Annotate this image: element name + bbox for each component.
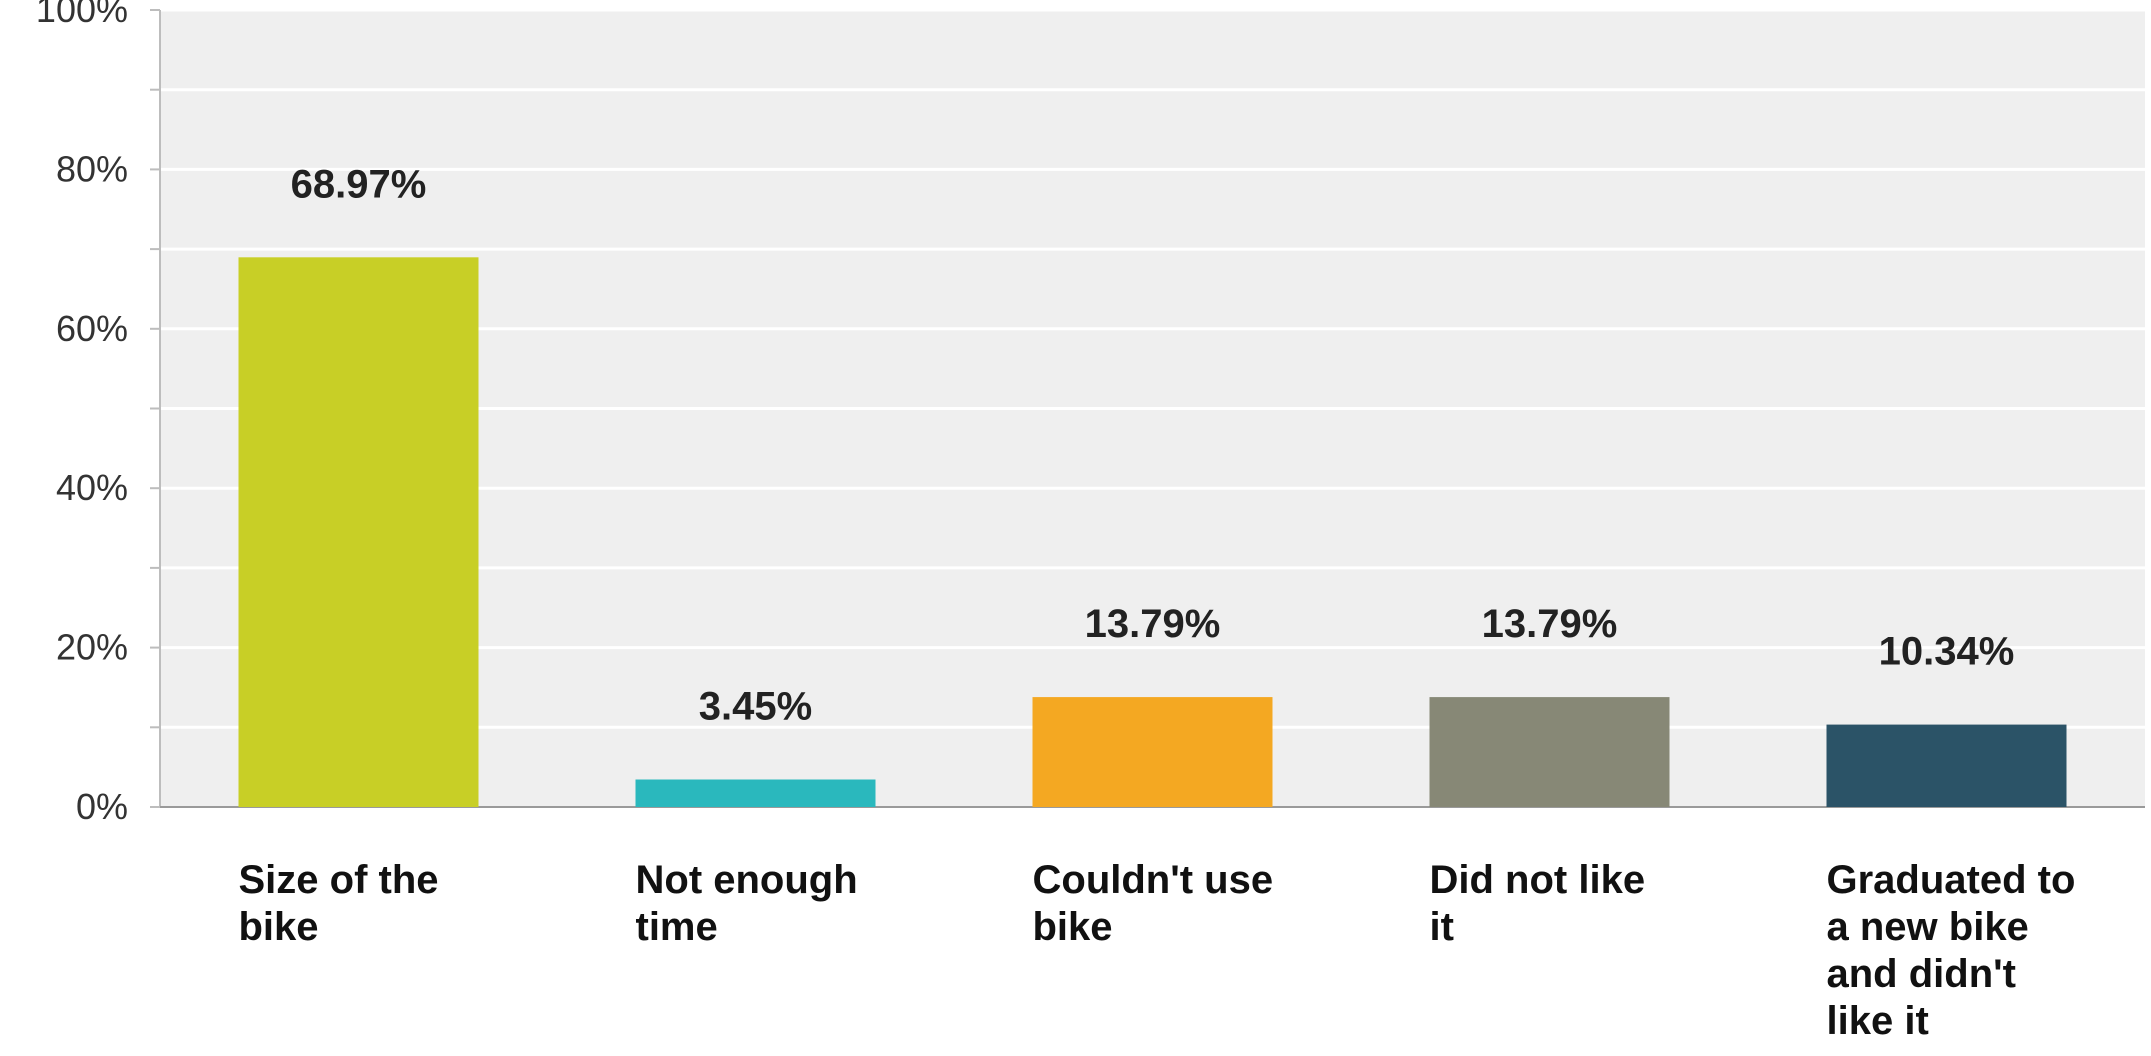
value-labels: 68.97% 3.45% 13.79% 13.79% 10.34% bbox=[291, 162, 2015, 728]
value-label: 3.45% bbox=[699, 685, 812, 729]
bar bbox=[635, 779, 876, 807]
category-label: bike bbox=[239, 905, 319, 949]
y-tick-label: 0% bbox=[76, 786, 128, 827]
category-label: it bbox=[1430, 905, 1454, 949]
bar bbox=[1429, 697, 1670, 807]
bars bbox=[238, 257, 2067, 808]
category-label: time bbox=[636, 905, 718, 949]
gridlines bbox=[160, 8, 2145, 729]
y-tick-label: 20% bbox=[56, 627, 128, 668]
y-tick-label: 40% bbox=[56, 467, 128, 508]
y-tick-label: 100% bbox=[36, 0, 128, 30]
category-label: like it bbox=[1827, 999, 1929, 1043]
y-tick-label: 80% bbox=[56, 148, 128, 189]
value-label: 13.79% bbox=[1085, 602, 1221, 646]
y-axis-ticks: 0% 20% 40% 60% 80% 100% bbox=[36, 0, 160, 827]
category-label: and didn't bbox=[1827, 952, 2016, 996]
category-label: bike bbox=[1033, 905, 1113, 949]
value-label: 13.79% bbox=[1482, 602, 1618, 646]
y-tick-label: 60% bbox=[56, 308, 128, 349]
bar bbox=[238, 257, 479, 808]
category-label: Graduated to bbox=[1827, 858, 2076, 902]
bar bbox=[1032, 697, 1273, 807]
category-label: Couldn't use bbox=[1033, 858, 1274, 902]
category-label: Did not like bbox=[1430, 858, 1646, 902]
value-label: 68.97% bbox=[291, 162, 427, 206]
category-label: Size of the bbox=[239, 858, 439, 902]
category-label: a new bike bbox=[1827, 905, 2029, 949]
category-label: Not enough bbox=[636, 858, 858, 902]
value-label: 10.34% bbox=[1879, 630, 2015, 674]
bar bbox=[1826, 724, 2067, 807]
